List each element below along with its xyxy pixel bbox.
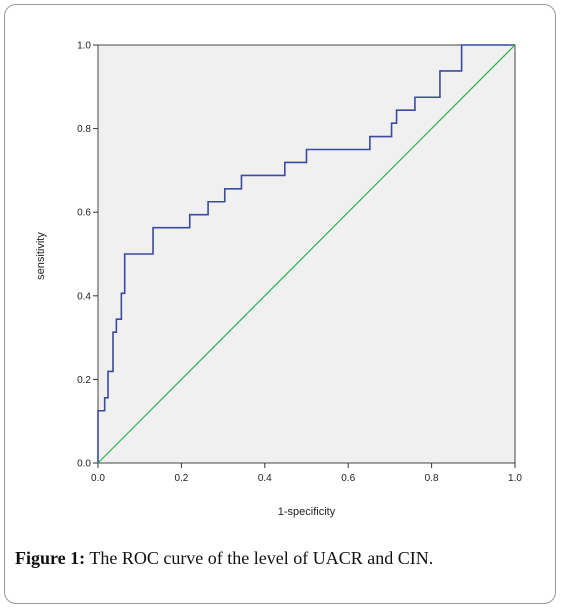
caption-label: Figure 1:	[15, 548, 86, 568]
x-tick-label: 1.0	[508, 473, 522, 484]
caption-text: The ROC curve of the level of UACR and C…	[85, 548, 434, 568]
roc-curve-line	[97, 44, 515, 463]
x-tick-label: 0.2	[174, 473, 188, 484]
figure-caption: Figure 1: The ROC curve of the level of …	[15, 548, 433, 569]
reference-diagonal-line	[97, 44, 516, 464]
y-tick-label: 0.8	[77, 124, 91, 135]
x-tick-label: 0.0	[91, 473, 105, 484]
x-tick-label: 0.8	[425, 473, 439, 484]
x-tick-label: 0.6	[341, 473, 355, 484]
y-tick-label: 0.6	[77, 208, 91, 219]
x-axis-title: 1-specificity	[278, 506, 336, 518]
y-tick-label: 0.0	[77, 459, 91, 470]
y-tick-label: 0.4	[77, 291, 91, 302]
y-tick-label: 1.0	[77, 41, 91, 52]
y-tick-label: 0.2	[77, 375, 91, 386]
x-tick-label: 0.4	[258, 473, 272, 484]
y-axis-title: sensitivity	[35, 232, 47, 280]
